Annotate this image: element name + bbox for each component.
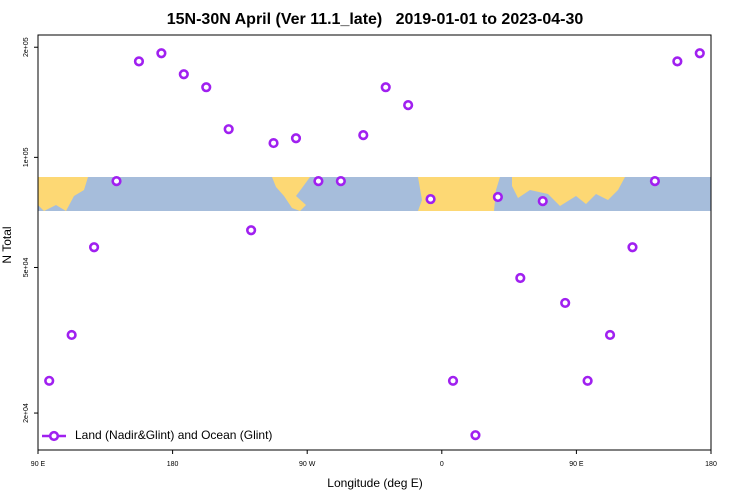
- point: [156, 48, 167, 59]
- point: [178, 69, 189, 80]
- point: [88, 242, 100, 253]
- point: [672, 56, 683, 67]
- x-axis-label: Longitude (deg E): [327, 476, 422, 490]
- x-tick-label: 90 E: [569, 461, 584, 468]
- chart-title: 15N-30N April (Ver 11.1_late) 2019-01-01…: [167, 11, 584, 28]
- point: [537, 196, 548, 207]
- point: [66, 329, 77, 341]
- point: [268, 137, 279, 149]
- point: [425, 193, 436, 205]
- map-strip: [38, 177, 711, 211]
- point: [246, 225, 257, 236]
- point: [582, 375, 593, 386]
- y-tick-label: 2e+05: [23, 37, 30, 57]
- point: [44, 375, 55, 386]
- x-tick-label: 90 E: [31, 461, 46, 468]
- point: [694, 48, 705, 59]
- point: [380, 82, 391, 93]
- y-tick-label: 1e+05: [23, 147, 30, 167]
- x-tick-label: 180: [705, 461, 717, 468]
- point: [403, 100, 414, 111]
- plot-frame: [37, 34, 712, 451]
- point: [313, 176, 324, 187]
- legend-marker: [48, 430, 60, 442]
- point: [627, 242, 638, 253]
- point: [604, 329, 616, 341]
- point: [111, 176, 122, 187]
- point: [358, 130, 369, 141]
- point: [492, 191, 503, 203]
- y-axis-label: N Total: [0, 226, 14, 263]
- x-tick-label: 90 W: [299, 461, 316, 468]
- point: [133, 56, 145, 67]
- point: [201, 82, 212, 93]
- y-tick-label: 2e+04: [23, 403, 30, 423]
- point: [515, 272, 526, 284]
- x-tick-label: 180: [167, 461, 179, 468]
- point: [335, 176, 346, 187]
- point: [560, 297, 571, 309]
- point: [649, 176, 661, 187]
- point: [290, 133, 302, 144]
- point: [447, 375, 459, 386]
- point: [470, 430, 481, 441]
- legend-label: Land (Nadir&Glint) and Ocean (Glint): [75, 428, 272, 442]
- point: [223, 124, 234, 135]
- x-tick-label: 0: [440, 461, 444, 468]
- y-tick-label: 5e+04: [23, 258, 30, 278]
